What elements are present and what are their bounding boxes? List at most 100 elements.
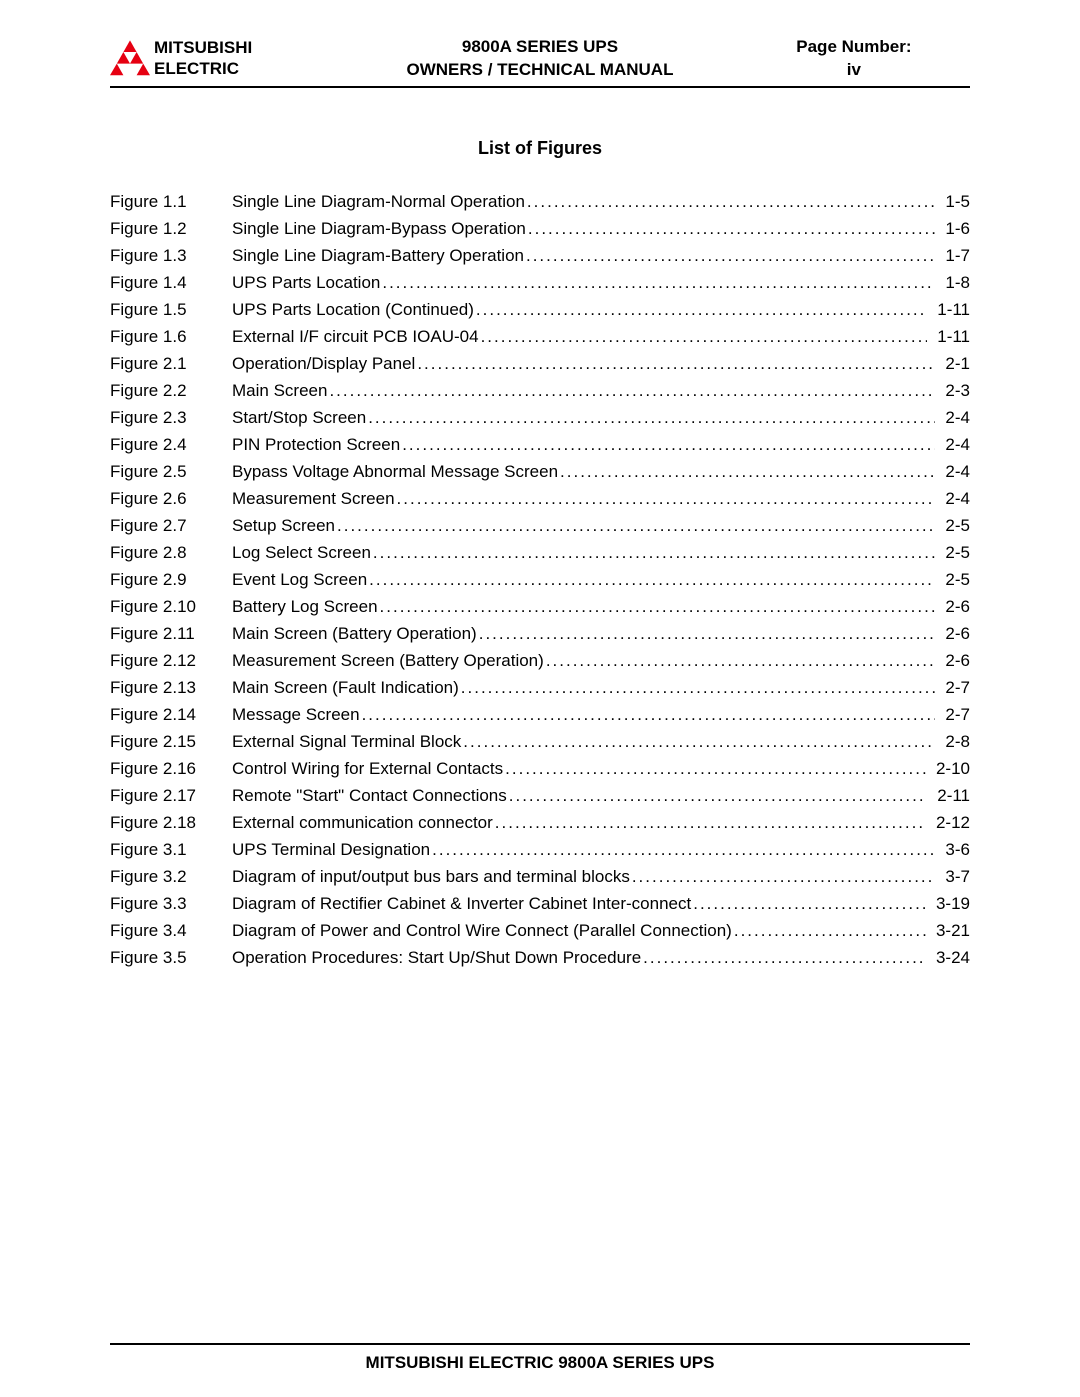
figure-page: 1-7 (935, 247, 970, 264)
figure-page: 3-6 (935, 841, 970, 858)
figure-entry: Figure 1.1Single Line Diagram-Normal Ope… (110, 193, 970, 210)
leader-dots: ........................................… (503, 760, 926, 777)
list-of-figures-title: List of Figures (110, 138, 970, 159)
figure-entry: Figure 1.2Single Line Diagram-Bypass Ope… (110, 220, 970, 237)
figure-number: Figure 2.15 (110, 733, 232, 750)
figure-page: 2-6 (935, 625, 970, 642)
figure-entry: Figure 3.4Diagram of Power and Control W… (110, 922, 970, 939)
leader-dots: ........................................… (366, 409, 935, 426)
figure-number: Figure 2.7 (110, 517, 232, 534)
mitsubishi-logo-icon (110, 40, 150, 76)
document-footer: MITSUBISHI ELECTRIC 9800A SERIES UPS (110, 1343, 970, 1397)
figure-entry: Figure 3.2Diagram of input/output bus ba… (110, 868, 970, 885)
figure-number: Figure 2.10 (110, 598, 232, 615)
figure-number: Figure 2.12 (110, 652, 232, 669)
leader-dots: ........................................… (430, 841, 935, 858)
leader-dots: ........................................… (558, 463, 935, 480)
figure-number: Figure 1.5 (110, 301, 232, 318)
figure-page: 2-3 (935, 382, 970, 399)
leader-dots: ........................................… (525, 193, 936, 210)
vertical-spacer (110, 976, 970, 1343)
leader-dots: ........................................… (641, 949, 926, 966)
figure-number: Figure 1.3 (110, 247, 232, 264)
figure-entry: Figure 3.1UPS Terminal Designation .....… (110, 841, 970, 858)
figure-title: PIN Protection Screen (232, 436, 400, 453)
figure-entry: Figure 2.10Battery Log Screen ..........… (110, 598, 970, 615)
leader-dots: ........................................… (479, 328, 928, 345)
figure-title: Log Select Screen (232, 544, 371, 561)
figure-title: Measurement Screen (232, 490, 395, 507)
figure-page: 2-7 (935, 706, 970, 723)
leader-dots: ........................................… (526, 220, 936, 237)
figure-title: External Signal Terminal Block (232, 733, 461, 750)
figure-page: 1-8 (935, 274, 970, 291)
leader-dots: ........................................… (371, 544, 936, 561)
figure-page: 3-7 (935, 868, 970, 885)
leader-dots: ........................................… (400, 436, 935, 453)
figure-page: 1-5 (935, 193, 970, 210)
figure-number: Figure 2.5 (110, 463, 232, 480)
figure-entry: Figure 2.2Main Screen...................… (110, 382, 970, 399)
figure-number: Figure 1.4 (110, 274, 232, 291)
figure-page: 3-24 (926, 949, 970, 966)
figure-page: 2-7 (935, 679, 970, 696)
leader-dots: ........................................… (380, 274, 935, 291)
figure-entry: Figure 1.6External I/F circuit PCB IOAU-… (110, 328, 970, 345)
figure-title: External communication connector (232, 814, 493, 831)
figure-title: UPS Parts Location (Continued) (232, 301, 474, 318)
leader-dots: ........................................… (395, 490, 936, 507)
figure-entry: Figure 2.17Remote "Start" Contact Connec… (110, 787, 970, 804)
figures-list: Figure 1.1Single Line Diagram-Normal Ope… (110, 193, 970, 976)
figure-entry: Figure 2.16Control Wiring for External C… (110, 760, 970, 777)
figure-title: Single Line Diagram-Normal Operation (232, 193, 525, 210)
figure-page: 2-11 (927, 787, 970, 804)
leader-dots: ........................................… (544, 652, 936, 669)
figure-number: Figure 2.18 (110, 814, 232, 831)
leader-dots: ........................................… (378, 598, 936, 615)
figure-entry: Figure 2.8Log Select Screen.............… (110, 544, 970, 561)
figure-page: 3-19 (926, 895, 970, 912)
figure-entry: Figure 3.5Operation Procedures: Start Up… (110, 949, 970, 966)
figure-number: Figure 2.14 (110, 706, 232, 723)
figure-entry: Figure 2.13Main Screen (Fault Indication… (110, 679, 970, 696)
figure-number: Figure 2.2 (110, 382, 232, 399)
figure-page: 3-21 (926, 922, 970, 939)
figure-entry: Figure 2.4PIN Protection Screen ........… (110, 436, 970, 453)
leader-dots: ........................................… (524, 247, 935, 264)
leader-dots: ........................................… (327, 382, 935, 399)
leader-dots: ........................................… (335, 517, 935, 534)
leader-dots: ........................................… (474, 301, 927, 318)
figure-entry: Figure 1.5UPS Parts Location (Continued)… (110, 301, 970, 318)
brand-text: MITSUBISHI ELECTRIC (154, 37, 252, 80)
figure-number: Figure 2.9 (110, 571, 232, 588)
figure-entry: Figure 2.1Operation/Display Panel.......… (110, 355, 970, 372)
figure-entry: Figure 2.7Setup Screen .................… (110, 517, 970, 534)
leader-dots: ........................................… (732, 922, 926, 939)
document-header: MITSUBISHI ELECTRIC 9800A SERIES UPS OWN… (110, 32, 970, 88)
figure-page: 2-6 (935, 652, 970, 669)
figure-title: Event Log Screen (232, 571, 367, 588)
figure-entry: Figure 2.9Event Log Screen .............… (110, 571, 970, 588)
document-page: MITSUBISHI ELECTRIC 9800A SERIES UPS OWN… (0, 0, 1080, 1397)
leader-dots: ........................................… (459, 679, 936, 696)
leader-dots: ........................................… (477, 625, 936, 642)
leader-dots: ........................................… (461, 733, 935, 750)
leader-dots: ........................................… (691, 895, 926, 912)
figure-number: Figure 2.8 (110, 544, 232, 561)
figure-title: Bypass Voltage Abnormal Message Screen (232, 463, 558, 480)
figure-number: Figure 2.13 (110, 679, 232, 696)
figure-number: Figure 3.5 (110, 949, 232, 966)
leader-dots: ........................................… (415, 355, 935, 372)
figure-page: 2-4 (935, 409, 970, 426)
figure-page: 2-4 (935, 490, 970, 507)
figure-page: 2-4 (935, 463, 970, 480)
figure-number: Figure 3.1 (110, 841, 232, 858)
figure-entry: Figure 2.3Start/Stop Screen.............… (110, 409, 970, 426)
figure-number: Figure 3.4 (110, 922, 232, 939)
figure-number: Figure 2.4 (110, 436, 232, 453)
figure-title: Control Wiring for External Contacts (232, 760, 503, 777)
figure-title: Start/Stop Screen (232, 409, 366, 426)
figure-number: Figure 1.6 (110, 328, 232, 345)
figure-page: 2-12 (926, 814, 970, 831)
figure-number: Figure 2.11 (110, 625, 232, 642)
